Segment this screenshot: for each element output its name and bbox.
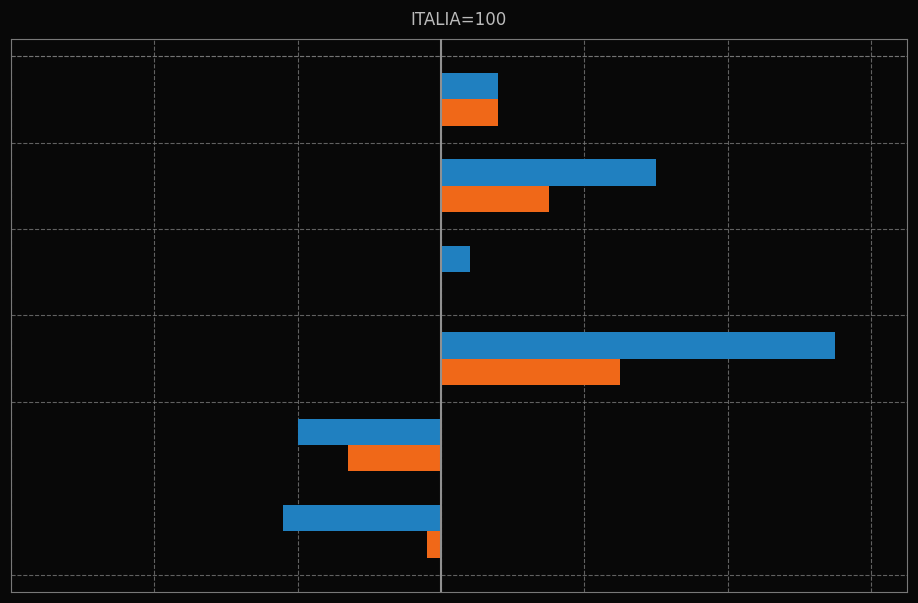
Bar [348,445,441,472]
Title: ITALIA=100: ITALIA=100 [411,11,507,29]
Bar [441,246,470,272]
Bar [441,332,835,359]
Bar [441,359,621,385]
Bar [441,73,498,99]
Bar [441,159,656,186]
Bar [441,99,498,126]
Bar [297,418,441,445]
Bar [427,531,441,558]
Bar [441,186,549,212]
Bar [284,505,441,531]
